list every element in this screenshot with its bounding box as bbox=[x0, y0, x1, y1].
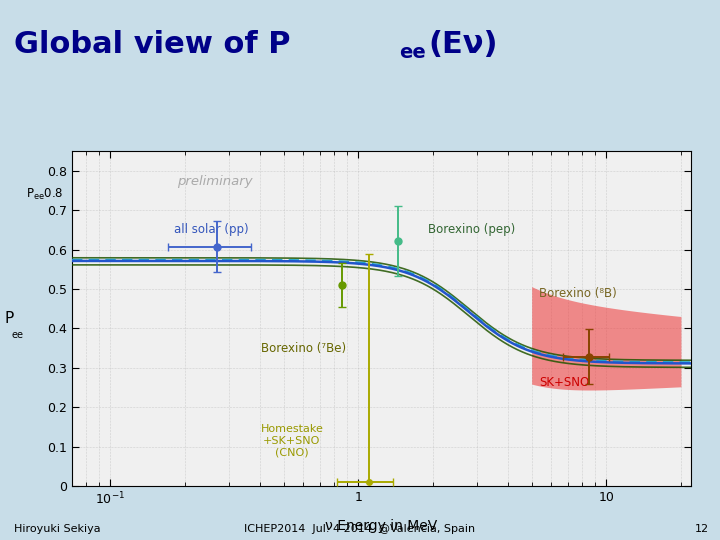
Text: P: P bbox=[5, 311, 14, 326]
Text: Borexino (pep): Borexino (pep) bbox=[428, 223, 516, 236]
Text: (Eν): (Eν) bbox=[428, 30, 498, 59]
Text: ICHEP2014  Jul. 4 2014  @Valencia, Spain: ICHEP2014 Jul. 4 2014 @Valencia, Spain bbox=[244, 523, 476, 534]
Text: 12: 12 bbox=[695, 523, 709, 534]
Text: all solar (pp): all solar (pp) bbox=[174, 223, 249, 236]
Text: SK+SNO: SK+SNO bbox=[539, 375, 590, 389]
Text: P$_{\mathrm{ee}}$0.8: P$_{\mathrm{ee}}$0.8 bbox=[26, 187, 63, 202]
Text: preliminary: preliminary bbox=[177, 174, 253, 187]
Text: Global view of P: Global view of P bbox=[14, 30, 291, 59]
Text: Hiroyuki Sekiya: Hiroyuki Sekiya bbox=[14, 523, 101, 534]
Text: ee: ee bbox=[400, 43, 426, 62]
Text: ν Energy in MeV: ν Energy in MeV bbox=[325, 519, 438, 534]
Text: Homestake
+SK+SNO
(CNO): Homestake +SK+SNO (CNO) bbox=[261, 424, 323, 457]
Text: ee: ee bbox=[12, 330, 23, 340]
Text: Borexino (⁸B): Borexino (⁸B) bbox=[539, 287, 617, 300]
Text: Borexino (⁷Be): Borexino (⁷Be) bbox=[261, 342, 346, 355]
